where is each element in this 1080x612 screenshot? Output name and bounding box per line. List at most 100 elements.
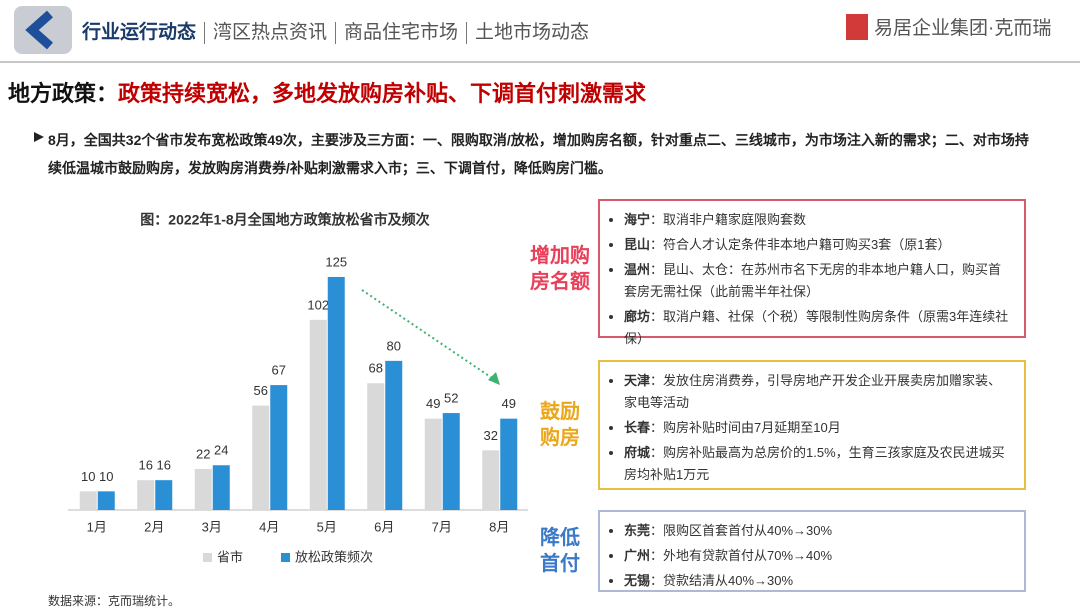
policy: ：限购区首套首付从40%→30% <box>650 523 833 538</box>
panel-item: 广州：外地有贷款首付从70%→40% <box>624 545 1014 567</box>
legend-label: 放松政策频次 <box>295 549 373 564</box>
value-label: 16 <box>139 458 153 473</box>
city: 广州 <box>624 548 651 563</box>
bullet <box>34 132 44 142</box>
city: 天津 <box>624 373 651 388</box>
bar <box>482 450 500 510</box>
value-label: 10 <box>99 469 113 484</box>
arrow-head <box>488 372 500 385</box>
policy: ：发放住房消费券，引导房地产开发企业开展卖房加赠家装、家电等活动 <box>624 373 1002 410</box>
chart-title: 图：2022年1-8月全国地方政策放松省市及频次 <box>140 212 429 228</box>
panel-title-line: 购房 <box>540 427 580 449</box>
panel-item: 温州：昆山、太仓：在苏州市名下无房的非本地户籍人口，购买首套房无需社保（此前需半… <box>624 259 1014 303</box>
headline-text: 政策持续宽松，多地发放购房补贴、下调首付刺激需求 <box>118 81 647 106</box>
legend-swatch <box>281 553 290 562</box>
bar <box>212 465 230 510</box>
policy: ：购房补贴最高为总房价的1.5%，生育三孩家庭及农民进城买房均补贴1万元 <box>624 445 1005 482</box>
nav-item: 土地市场动态 <box>466 22 597 44</box>
value-label: 67 <box>272 363 286 378</box>
panel-item: 府城：购房补贴最高为总房价的1.5%，生育三孩家庭及农民进城买房均补贴1万元 <box>624 442 1014 486</box>
chevron <box>25 10 53 50</box>
logo-box <box>14 6 72 54</box>
panel-item: 昆山：符合人才认定条件非本地户籍可购买3套（原1套） <box>624 234 1014 256</box>
legend-swatch <box>203 553 212 562</box>
bar <box>424 418 442 510</box>
x-tick-label: 8月 <box>489 519 509 534</box>
x-tick-label: 6月 <box>374 519 394 534</box>
bar <box>327 276 345 510</box>
policy: ：符合人才认定条件非本地户籍可购买3套（原1套） <box>650 237 951 252</box>
bar <box>270 385 288 510</box>
bar <box>137 480 155 510</box>
nav-item: 商品住宅市场 <box>335 22 466 44</box>
value-label: 68 <box>369 361 383 376</box>
panel-title: 增加购 房名额 <box>525 243 595 295</box>
bar <box>155 480 173 510</box>
bar <box>367 383 385 510</box>
bar <box>385 360 403 510</box>
city: 无锡 <box>624 573 651 588</box>
panel-title-line: 降低 <box>540 527 580 549</box>
panel-item: 廊坊：取消户籍、社保（个税）等限制性购房条件（原需3年连续社保） <box>624 306 1014 350</box>
bar <box>252 405 270 510</box>
bar <box>79 491 97 510</box>
panel-title: 鼓励 购房 <box>525 399 595 451</box>
panel-title-line: 增加购 <box>530 244 590 267</box>
value-label: 80 <box>387 338 401 353</box>
headline: 地方政策：政策持续宽松，多地发放购房补贴、下调首付刺激需求 <box>8 76 646 108</box>
value-label: 32 <box>484 428 498 443</box>
panel-item: 无锡：贷款结清从40%→30% <box>624 570 1014 592</box>
value-label: 49 <box>502 396 516 411</box>
panel: 海宁：取消非户籍家庭限购套数昆山：符合人才认定条件非本地户籍可购买3套（原1套）… <box>598 199 1026 346</box>
panel-item: 东莞：限购区首套首付从40%→30% <box>624 520 1014 542</box>
panel-title-line: 鼓励 <box>540 401 580 423</box>
x-tick-label: 5月 <box>317 519 337 534</box>
panel-title-line: 房名额 <box>530 270 590 293</box>
panel: 天津：发放住房消费券，引导房地产开发企业开展卖房加赠家装、家电等活动长春：购房补… <box>598 360 1026 490</box>
panel-item: 长春：购房补贴时间由7月延期至10月 <box>624 417 1014 439</box>
value-label: 125 <box>325 254 347 269</box>
policy: ：购房补贴时间由7月延期至10月 <box>650 420 841 435</box>
legend-label: 省市 <box>217 549 243 564</box>
panel: 东莞：限购区首套首付从40%→30% 广州：外地有贷款首付从70%→40% 无锡：贷… <box>598 510 1026 592</box>
x-tick-label: 1月 <box>87 519 107 534</box>
headline-label: 地方政策： <box>8 81 119 106</box>
trend-arrow <box>361 289 496 381</box>
panel-title: 降低 首付 <box>525 525 595 577</box>
value-label: 56 <box>254 383 268 398</box>
bar <box>442 413 460 510</box>
panel-item: 海宁：取消非户籍家庭限购套数 <box>624 209 1014 231</box>
bar <box>309 319 327 510</box>
value-label: 49 <box>426 396 440 411</box>
city: 温州 <box>624 262 651 277</box>
value-label: 52 <box>444 390 458 405</box>
bar <box>500 418 518 510</box>
city: 海宁 <box>624 212 651 227</box>
policy: ：取消非户籍家庭限购套数 <box>650 212 807 227</box>
value-label: 16 <box>157 458 171 473</box>
panel-list: 天津：发放住房消费券，引导房地产开发企业开展卖房加赠家装、家电等活动长春：购房补… <box>612 370 1014 486</box>
city: 东莞 <box>624 523 651 538</box>
value-label: 24 <box>214 443 228 458</box>
city: 昆山 <box>624 237 651 252</box>
panel-item: 天津：发放住房消费券，引导房地产开发企业开展卖房加赠家装、家电等活动 <box>624 370 1014 414</box>
nav-item: 行业运行动态 <box>82 22 197 43</box>
value-label: 22 <box>196 446 210 461</box>
city: 廊坊 <box>624 309 651 324</box>
policy: ：外地有贷款首付从70%→40% <box>650 548 833 563</box>
bar <box>194 468 212 510</box>
policy: ：昆山、太仓：在苏州市名下无房的非本地户籍人口，购买首套房无需社保（此前需半年社… <box>624 262 1002 299</box>
nav-item: 湾区热点资讯 <box>204 22 335 44</box>
summary: 8月，全国共32个省市发布宽松政策49次，主要涉及三方面：一、限购取消/放松，增… <box>48 132 1029 176</box>
policy: ：取消户籍、社保（个税）等限制性购房条件（原需3年连续社保） <box>624 309 1009 346</box>
value-label: 102 <box>307 297 329 312</box>
brand: 易居企业集团·克而瑞 <box>874 17 1051 39</box>
city: 府城 <box>624 445 651 460</box>
policy: ：贷款结清从40%→30% <box>650 573 794 588</box>
value-label: 10 <box>81 469 95 484</box>
x-tick-label: 2月 <box>144 519 164 534</box>
x-tick-label: 4月 <box>259 519 279 534</box>
x-tick-label: 3月 <box>202 519 222 534</box>
nav: 行业运行动态 湾区热点资讯 商品住宅市场 土地市场动态 <box>82 22 597 44</box>
